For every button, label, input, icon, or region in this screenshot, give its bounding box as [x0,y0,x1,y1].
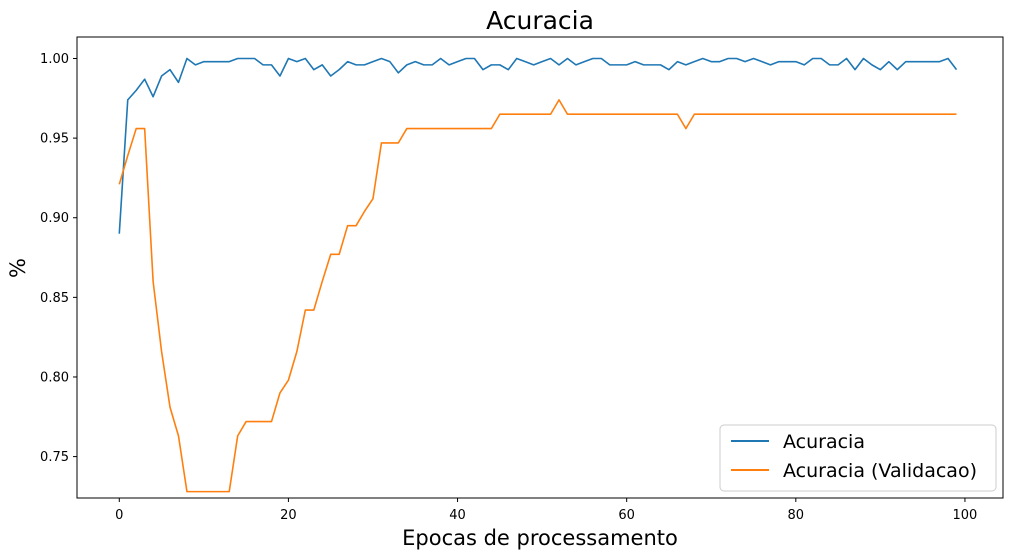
series-line-acuracia-validacao [118,99,957,493]
y-axis-ticks: 0.75 0.80 0.85 0.90 0.95 1.00 [40,52,77,465]
y-tick-label: 0.90 [40,211,69,226]
series-lines [118,57,958,493]
legend: Acuracia Acuracia (Validacao) [719,424,997,492]
y-tick-label: 0.95 [40,132,69,147]
x-tick-label: 0 [115,508,123,523]
series-line-acuracia [118,57,958,234]
y-tick-label: 0.80 [40,370,69,385]
legend-label-acuracia-validacao: Acuracia (Validacao) [783,460,977,482]
y-tick-label: 0.85 [40,291,69,306]
x-tick-label: 40 [449,508,466,523]
x-tick-label: 100 [953,508,978,523]
legend-box [719,424,997,492]
y-axis-title: % [6,258,30,278]
x-tick-label: 20 [280,508,297,523]
plot-frame [76,36,1004,499]
x-tick-label: 60 [618,508,635,523]
y-tick-label: 0.75 [40,450,69,465]
y-tick-label: 1.00 [40,52,69,67]
legend-label-acuracia: Acuracia [783,431,865,453]
chart-title: Acuracia [486,6,594,35]
x-tick-label: 80 [788,508,805,523]
x-axis-title: Epocas de processamento [402,526,678,550]
x-axis-ticks: 0 20 40 60 80 100 [115,498,977,523]
